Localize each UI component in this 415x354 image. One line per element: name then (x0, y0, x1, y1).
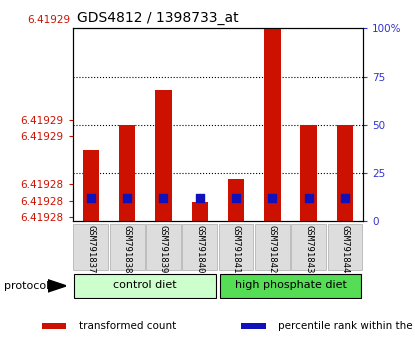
Bar (155, 90, 171, 221)
FancyBboxPatch shape (182, 224, 217, 270)
Point (196, 195, 203, 201)
Bar (264, 28, 281, 221)
FancyBboxPatch shape (74, 274, 216, 298)
FancyBboxPatch shape (73, 224, 108, 270)
Point (269, 195, 276, 201)
FancyBboxPatch shape (220, 274, 361, 298)
Bar (300, 125, 317, 221)
Point (160, 195, 167, 201)
FancyBboxPatch shape (327, 224, 362, 270)
Text: GSM791844: GSM791844 (340, 225, 349, 274)
Text: GSM791841: GSM791841 (232, 225, 241, 274)
Text: GSM791838: GSM791838 (122, 225, 132, 274)
Text: GDS4812 / 1398733_at: GDS4812 / 1398733_at (77, 11, 238, 25)
FancyBboxPatch shape (110, 224, 144, 270)
Text: percentile rank within the sample: percentile rank within the sample (278, 321, 415, 331)
FancyBboxPatch shape (146, 224, 181, 270)
Bar (241, 324, 266, 329)
Bar (83, 150, 99, 221)
Point (342, 195, 348, 201)
Text: transformed count: transformed count (79, 321, 176, 331)
Polygon shape (48, 280, 66, 292)
Text: GSM791839: GSM791839 (159, 225, 168, 274)
Bar (119, 125, 135, 221)
Point (305, 195, 312, 201)
Text: GSM791842: GSM791842 (268, 225, 277, 274)
Text: 6.41929: 6.41929 (27, 15, 71, 25)
FancyBboxPatch shape (291, 224, 326, 270)
Text: control diet: control diet (113, 280, 177, 290)
Point (233, 195, 239, 201)
FancyBboxPatch shape (255, 224, 290, 270)
Bar (42, 324, 66, 329)
Text: protocol: protocol (4, 281, 49, 291)
Bar (192, 202, 208, 221)
Point (88, 195, 94, 201)
Text: GSM791837: GSM791837 (86, 225, 95, 274)
Point (124, 195, 130, 201)
FancyBboxPatch shape (219, 224, 254, 270)
Text: GSM791843: GSM791843 (304, 225, 313, 274)
Bar (337, 125, 353, 221)
Bar (228, 179, 244, 221)
Text: GSM791840: GSM791840 (195, 225, 204, 274)
Text: high phosphate diet: high phosphate diet (234, 280, 347, 290)
